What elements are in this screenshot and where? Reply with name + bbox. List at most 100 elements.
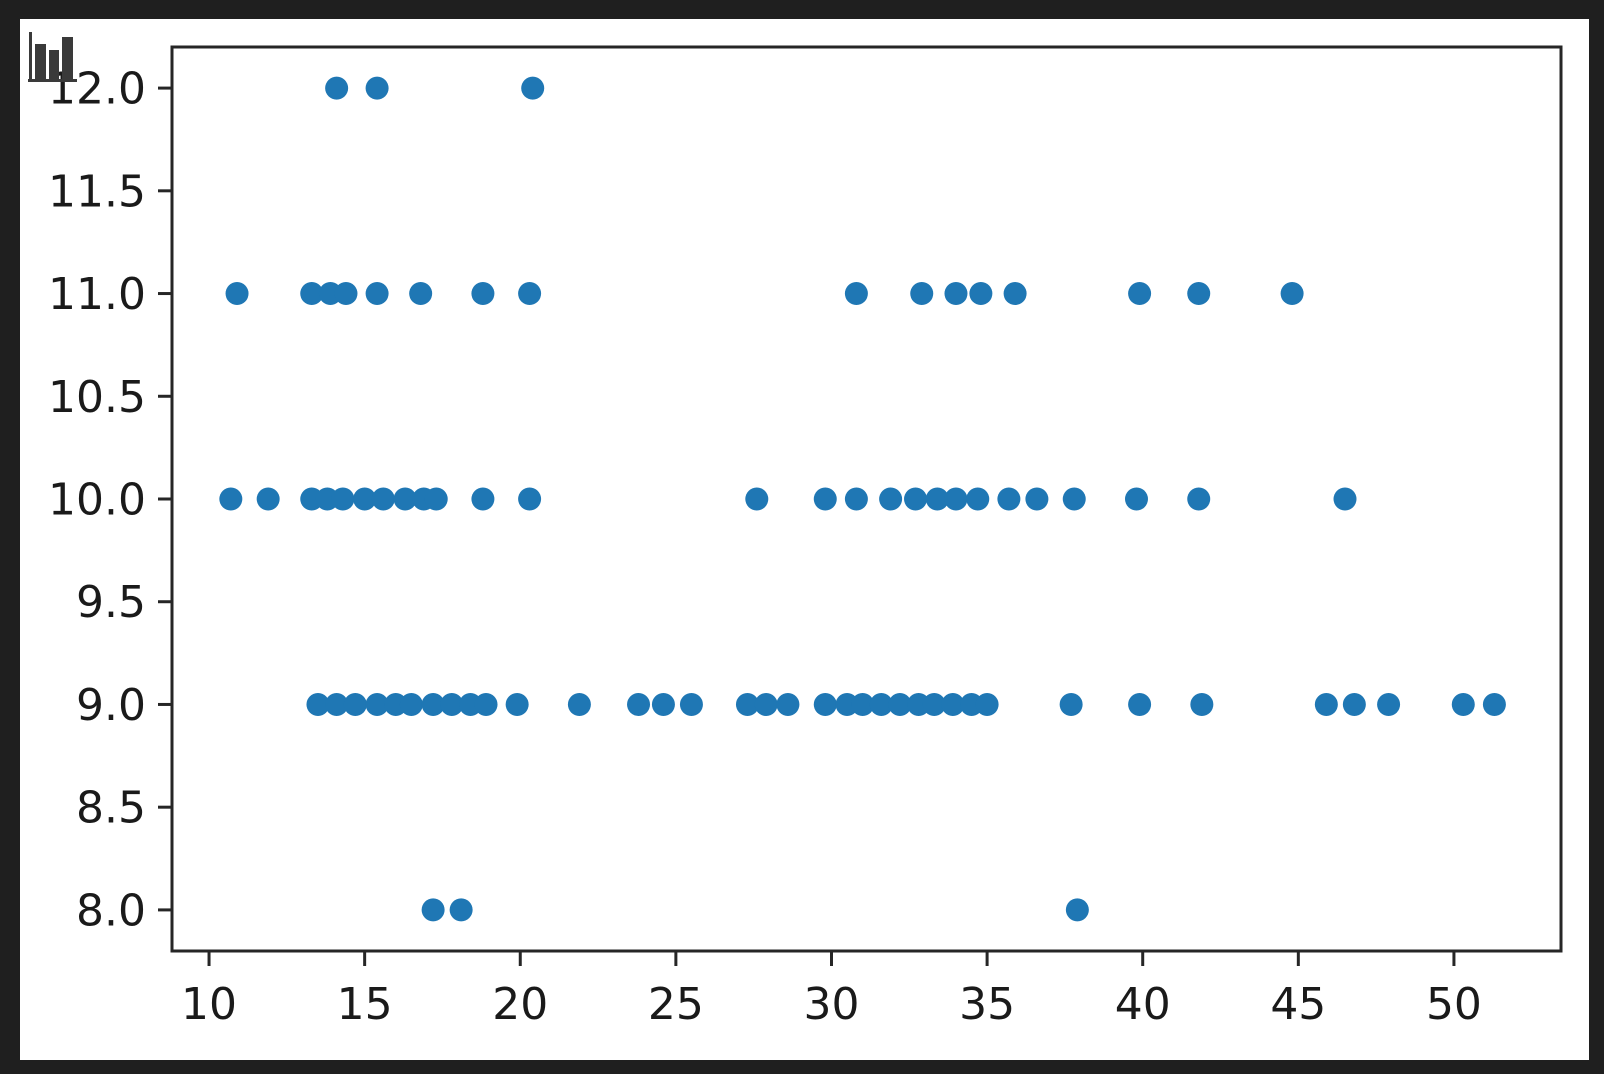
data-point <box>365 76 389 100</box>
data-point <box>879 487 903 511</box>
data-point <box>651 692 675 716</box>
data-point <box>1065 898 1089 922</box>
data-point <box>300 282 324 306</box>
data-point <box>424 487 448 511</box>
data-point <box>219 487 243 511</box>
data-point <box>944 487 968 511</box>
data-point <box>421 692 445 716</box>
bar-chart-icon-axes <box>28 32 77 82</box>
data-point <box>1124 487 1148 511</box>
x-tick-label: 45 <box>1270 979 1326 1030</box>
data-point <box>910 282 934 306</box>
x-tick-label: 30 <box>803 979 859 1030</box>
data-point <box>1059 692 1083 716</box>
data-point <box>851 692 875 716</box>
bar-chart-icon-bar3 <box>62 37 73 79</box>
data-point <box>679 692 703 716</box>
data-point <box>334 282 358 306</box>
data-point <box>1333 487 1357 511</box>
data-point <box>505 692 529 716</box>
y-tick-label: 9.5 <box>76 577 146 628</box>
data-point <box>343 692 367 716</box>
data-point <box>325 76 349 100</box>
data-point <box>735 692 759 716</box>
data-point <box>1451 692 1475 716</box>
data-point <box>409 282 433 306</box>
data-point <box>844 487 868 511</box>
data-point <box>306 692 330 716</box>
data-point <box>1190 692 1214 716</box>
data-point <box>1187 282 1211 306</box>
data-point <box>567 692 591 716</box>
bar-chart-icon-bar2 <box>49 50 59 79</box>
data-point <box>1003 282 1027 306</box>
x-tick-label: 10 <box>181 979 237 1030</box>
y-tick-label: 11.0 <box>48 269 146 320</box>
bar-chart-icon-bar1 <box>35 44 46 79</box>
data-point <box>365 692 389 716</box>
data-point <box>1187 487 1211 511</box>
data-point <box>975 692 999 716</box>
data-point <box>1128 282 1152 306</box>
data-point <box>371 487 395 511</box>
data-point <box>1314 692 1338 716</box>
data-point <box>325 692 349 716</box>
data-point <box>399 692 423 716</box>
data-point <box>966 487 990 511</box>
y-tick-label: 9.0 <box>76 680 146 731</box>
data-point <box>518 487 542 511</box>
data-point <box>225 282 249 306</box>
data-point <box>365 282 389 306</box>
data-point <box>813 487 837 511</box>
data-point <box>941 692 965 716</box>
data-point <box>471 487 495 511</box>
data-point <box>256 487 280 511</box>
x-tick-label: 15 <box>337 979 393 1030</box>
data-point <box>813 692 837 716</box>
matplotlib-figure: 10 15 20 25 30 35 40 45 50 8.0 8.5 9.0 9.5 10.0 10.5 11… <box>20 19 1589 1060</box>
bar-chart-icon <box>28 32 77 82</box>
data-point <box>440 692 464 716</box>
data-point <box>521 76 545 100</box>
y-tick-label: 10.5 <box>48 372 146 423</box>
data-point <box>1482 692 1506 716</box>
y-tick-label: 8.0 <box>76 885 146 936</box>
data-point <box>393 487 417 511</box>
data-point <box>925 487 949 511</box>
data-point <box>1377 692 1401 716</box>
data-point <box>776 692 800 716</box>
data-point <box>471 282 495 306</box>
y-tick-label: 10.0 <box>48 475 146 526</box>
data-point <box>869 692 893 716</box>
data-point <box>1128 692 1152 716</box>
x-tick-label: 25 <box>648 979 704 1030</box>
data-point <box>518 282 542 306</box>
data-point <box>1062 487 1086 511</box>
x-tick-label: 20 <box>492 979 548 1030</box>
data-point <box>745 487 769 511</box>
x-tick-label: 35 <box>959 979 1015 1030</box>
data-point <box>1025 487 1049 511</box>
y-tick-label: 11.5 <box>48 166 146 217</box>
data-point <box>754 692 778 716</box>
data-point <box>353 487 377 511</box>
data-point <box>1342 692 1366 716</box>
data-point <box>421 898 445 922</box>
x-tick-label: 50 <box>1426 979 1482 1030</box>
data-point <box>944 282 968 306</box>
data-point <box>331 487 355 511</box>
data-point <box>474 692 498 716</box>
y-tick-label: 8.5 <box>76 783 146 834</box>
data-point <box>969 282 993 306</box>
data-point <box>844 282 868 306</box>
data-point <box>627 692 651 716</box>
data-point <box>1280 282 1304 306</box>
data-point <box>449 898 473 922</box>
data-point <box>904 487 928 511</box>
data-point <box>922 692 946 716</box>
data-point <box>997 487 1021 511</box>
x-tick-label: 40 <box>1115 979 1171 1030</box>
data-point <box>888 692 912 716</box>
